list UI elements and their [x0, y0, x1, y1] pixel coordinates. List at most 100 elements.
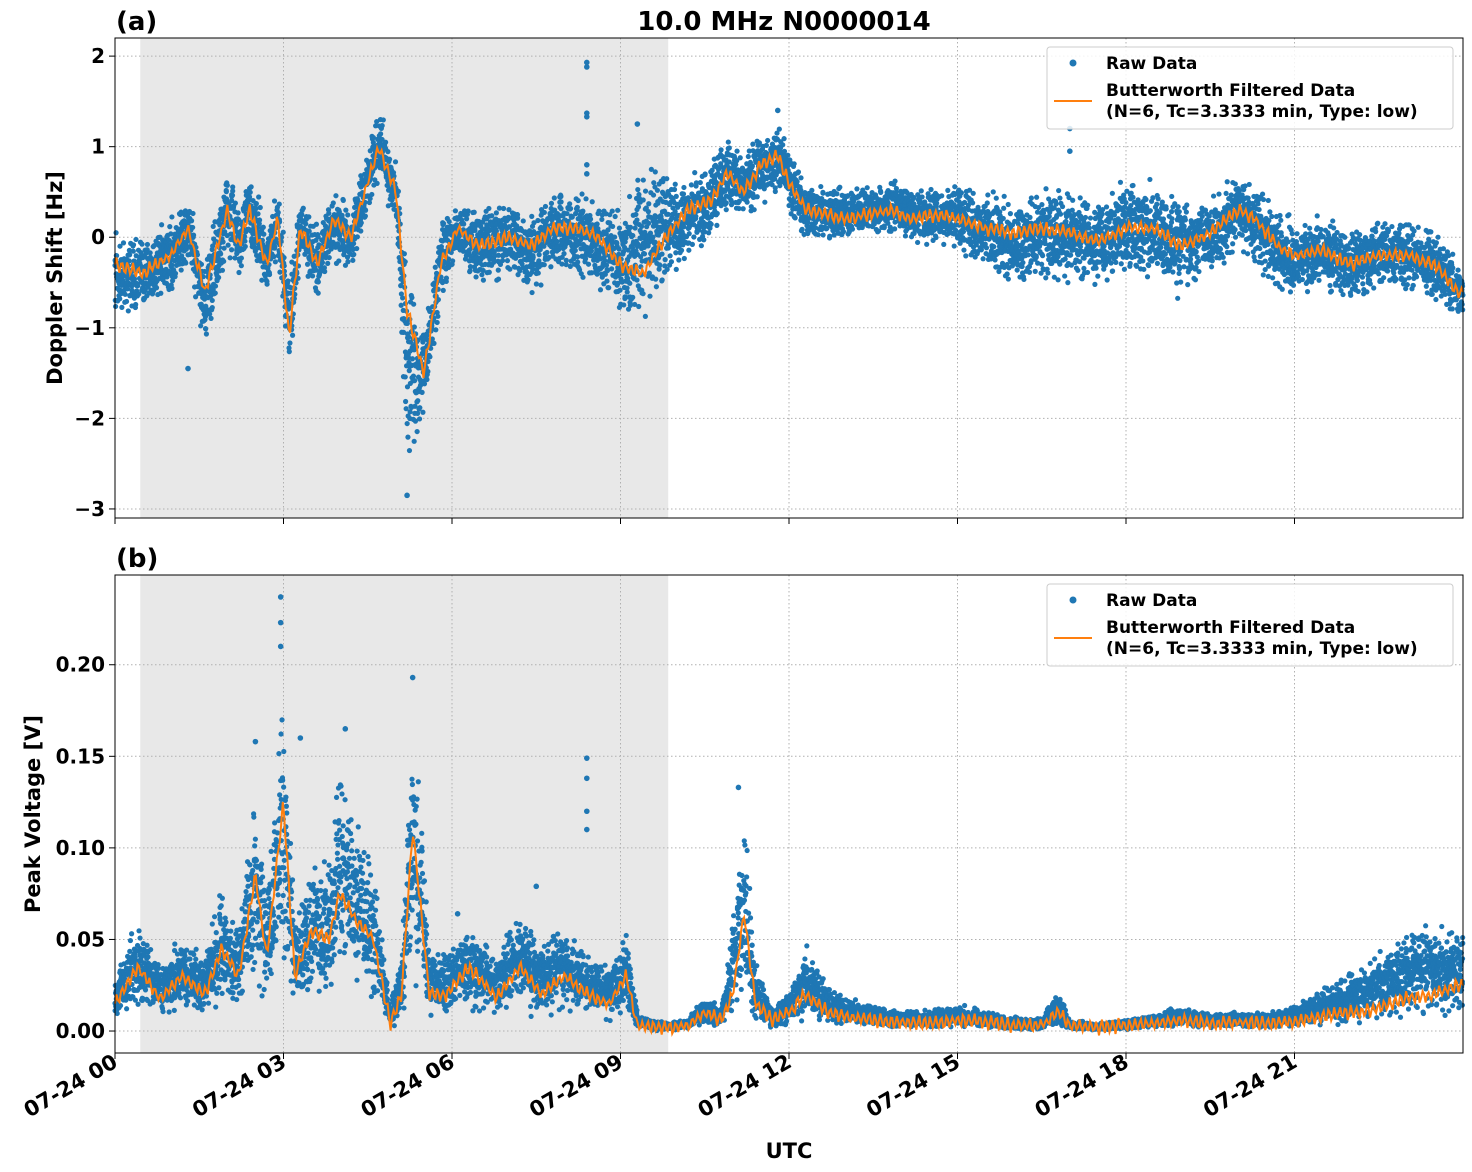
raw-data-point [878, 189, 884, 196]
raw-data-point [671, 186, 678, 193]
raw-data-point [221, 258, 227, 264]
raw-data-point [640, 197, 646, 203]
raw-data-point [657, 262, 663, 268]
raw-data-point [634, 217, 640, 223]
raw-data-point [673, 193, 679, 199]
raw-data-point [676, 257, 682, 263]
raw-data-point [411, 301, 417, 307]
raw-data-point [654, 187, 661, 193]
raw-data-point [271, 198, 278, 204]
raw-data-point [216, 274, 222, 281]
raw-data-point [580, 274, 586, 280]
raw-data-point [652, 239, 658, 245]
raw-data-point [130, 242, 137, 248]
raw-data-point [190, 210, 196, 217]
raw-data-point [646, 220, 652, 226]
raw-data-point [446, 218, 452, 225]
raw-data-point [287, 340, 293, 346]
raw-data-point [542, 203, 549, 210]
raw-data-point [188, 218, 195, 224]
raw-data-point [632, 225, 638, 231]
raw-data-point [567, 205, 574, 212]
raw-data-point [685, 195, 691, 201]
raw-data-point [410, 373, 417, 379]
raw-data-point [450, 258, 456, 264]
raw-data-point [535, 217, 541, 224]
raw-data-point [230, 184, 236, 190]
raw-data-point [627, 302, 633, 308]
raw-data-point [411, 378, 418, 384]
raw-data-point [315, 290, 321, 296]
raw-data-point [223, 196, 230, 202]
raw-data-point [606, 285, 612, 291]
raw-data-point [158, 290, 164, 296]
raw-data-point [686, 247, 692, 253]
raw-data-point [951, 243, 957, 249]
raw-data-point [635, 204, 642, 210]
raw-data-point [691, 234, 697, 240]
raw-data-point [404, 420, 410, 427]
raw-data-point [167, 224, 173, 230]
raw-data-point [533, 281, 539, 287]
raw-data-point [514, 212, 521, 218]
raw-data-point [507, 266, 513, 272]
raw-data-point [435, 313, 441, 319]
raw-data-point [218, 251, 224, 257]
raw-data-point [640, 177, 646, 183]
raw-data-point [616, 225, 623, 231]
raw-data-point [781, 136, 787, 142]
raw-data-point [970, 200, 976, 206]
raw-data-point [587, 216, 594, 222]
raw-data-point [849, 226, 856, 232]
raw-data-point [136, 291, 142, 297]
raw-data-point [686, 231, 692, 237]
raw-data-point [151, 242, 157, 249]
raw-data-point [256, 221, 262, 227]
raw-data-point [681, 255, 687, 262]
raw-data-point [203, 331, 210, 337]
raw-data-point [933, 234, 939, 241]
raw-data-point [354, 234, 360, 240]
raw-data-point [304, 261, 311, 267]
raw-data-point [212, 283, 219, 289]
raw-data-point [276, 201, 282, 207]
raw-data-point [692, 170, 698, 176]
raw-data-point [358, 220, 364, 226]
raw-data-point [688, 182, 694, 188]
raw-data-point [202, 326, 209, 332]
raw-data-point [417, 405, 423, 411]
raw-data-point [892, 178, 898, 184]
raw-data-point [585, 261, 592, 267]
raw-data-point [642, 313, 648, 320]
raw-data-point [818, 183, 824, 190]
raw-data-point [120, 240, 127, 246]
raw-data-point [737, 155, 743, 161]
raw-data-point [681, 184, 687, 191]
raw-data-point [627, 280, 633, 286]
raw-data-point [554, 238, 560, 245]
raw-data-point [681, 224, 687, 230]
raw-data-point [124, 286, 131, 292]
raw-data-point [387, 156, 393, 162]
raw-data-point [489, 213, 495, 219]
raw-data-point [892, 226, 898, 232]
raw-data-point [285, 278, 291, 284]
raw-data-point [406, 447, 413, 454]
raw-data-point [820, 189, 826, 195]
raw-data-point [153, 285, 160, 291]
raw-data-point [667, 253, 673, 259]
raw-data-point [662, 257, 668, 263]
raw-data-point [427, 354, 433, 360]
raw-data-point [615, 207, 621, 213]
raw-data-point [159, 222, 165, 228]
raw-data-point [708, 221, 714, 227]
raw-data-point [350, 257, 356, 263]
raw-data-point [630, 294, 636, 300]
raw-data-point [665, 245, 671, 251]
raw-data-point [378, 131, 384, 137]
raw-data-point [333, 193, 339, 199]
raw-data-point [434, 319, 440, 326]
raw-data-point [225, 242, 231, 248]
raw-data-point [326, 254, 332, 261]
